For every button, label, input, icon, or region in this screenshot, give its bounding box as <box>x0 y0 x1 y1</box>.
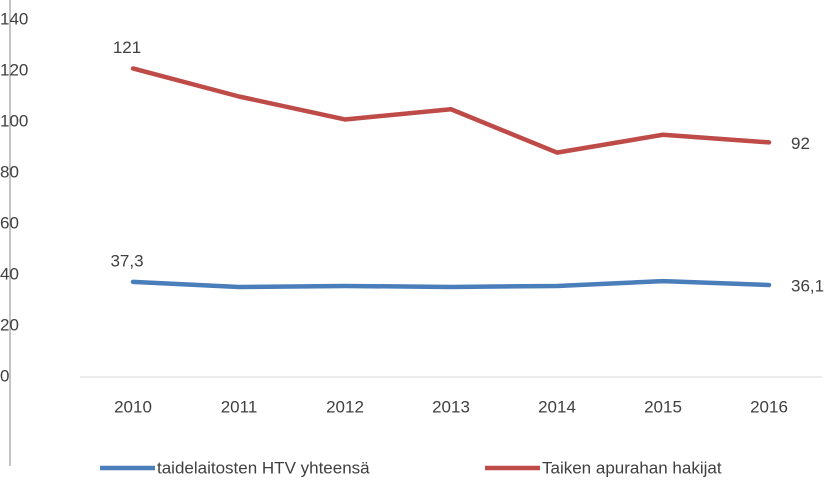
series-line <box>130 66 772 155</box>
data-label: 92 <box>791 134 810 153</box>
y-tick-label: 140 <box>0 9 28 28</box>
x-tick-label: 2012 <box>326 397 364 416</box>
x-tick-label: 2013 <box>432 397 470 416</box>
legend-label: taidelaitosten HTV yhteensä <box>157 458 370 477</box>
data-label: 36,1 <box>791 276 824 295</box>
data-label: 37,3 <box>110 251 143 270</box>
x-tick-label: 2015 <box>644 397 682 416</box>
y-tick-label: 60 <box>0 213 19 232</box>
legend-label: Taiken apurahan hakijat <box>542 458 722 477</box>
series-line <box>130 278 772 290</box>
x-tick-label: 2016 <box>750 397 788 416</box>
y-tick-label: 120 <box>0 60 28 79</box>
x-tick-label: 2010 <box>114 397 152 416</box>
y-tick-label: 0 <box>0 366 9 385</box>
x-tick-label: 2011 <box>221 397 258 416</box>
data-label: 121 <box>113 38 141 57</box>
y-tick-label: 20 <box>0 315 19 334</box>
x-tick-label: 2014 <box>538 397 576 416</box>
y-tick-label: 80 <box>0 162 19 181</box>
y-tick-label: 40 <box>0 264 19 283</box>
y-tick-label: 100 <box>0 111 28 130</box>
